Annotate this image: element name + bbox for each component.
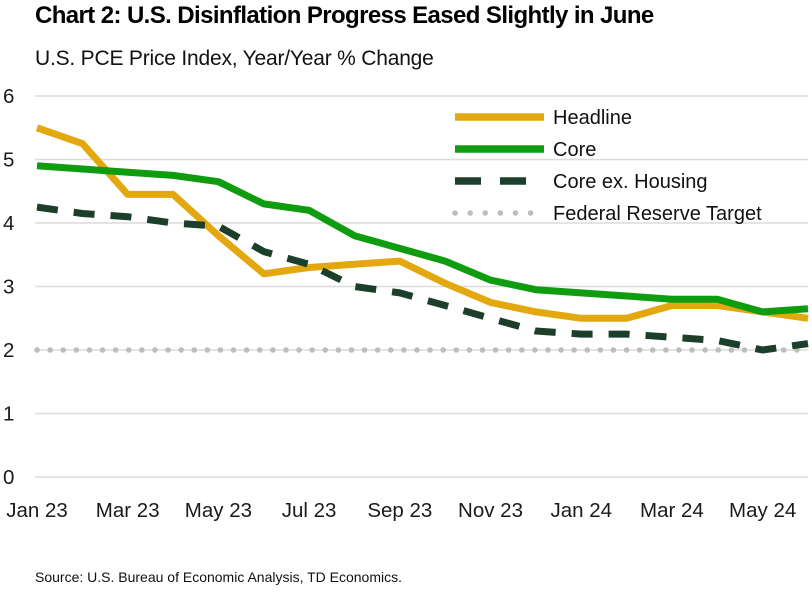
chart-legend: Headline Core Core ex. Housing Federal Rese… [452, 107, 762, 225]
x-tick-label: Jan 23 [6, 499, 68, 522]
y-tick-label: 5 [3, 149, 14, 172]
x-tick-label: Nov 23 [458, 499, 523, 522]
x-tick-label: Mar 24 [640, 499, 704, 522]
x-tick-label: Jul 23 [282, 499, 337, 522]
y-tick-label: 4 [3, 212, 14, 235]
x-tick-label: May 23 [185, 499, 252, 522]
legend-label: Headline [553, 107, 632, 129]
y-tick-label: 6 [3, 85, 14, 108]
chart-title: Chart 2: U.S. Disinflation Progress Ease… [35, 2, 654, 29]
series-lines [34, 124, 811, 354]
legend-label: Core ex. Housing [553, 171, 708, 193]
x-tick-label: Mar 23 [96, 499, 160, 522]
legend-label: Federal Reserve Target [553, 203, 762, 225]
y-tick-label: 3 [3, 276, 14, 299]
legend-item-headline: Headline [455, 107, 632, 129]
x-tick-label: Jan 24 [550, 499, 612, 522]
y-tick-label: 2 [3, 339, 14, 362]
x-axis-labels: Jan 23 Mar 23 May 23 Jul 23 Sep 23 Nov 23 Jan … [6, 499, 796, 522]
legend-label: Core [553, 139, 596, 161]
series-line-headline [35, 124, 809, 322]
x-tick-label: Sep 23 [367, 499, 432, 522]
chart-source: Source: U.S. Bureau of Economic Analysis… [35, 569, 403, 585]
legend-item-federal-reserve-target: Federal Reserve Target [452, 203, 762, 225]
gridlines [35, 95, 808, 478]
y-tick-label: 1 [3, 403, 14, 426]
series-line-core [36, 162, 809, 316]
y-axis-labels: 0 1 2 3 4 5 6 [3, 85, 14, 489]
legend-item-core-ex-housing: Core ex. Housing [455, 171, 708, 193]
y-tick-label: 0 [3, 466, 14, 489]
chart-subtitle: U.S. PCE Price Index, Year/Year % Change [35, 47, 434, 70]
x-tick-label: May 24 [729, 499, 796, 522]
series-line-core-ex-housing [36, 203, 809, 354]
legend-item-core: Core [455, 139, 596, 161]
